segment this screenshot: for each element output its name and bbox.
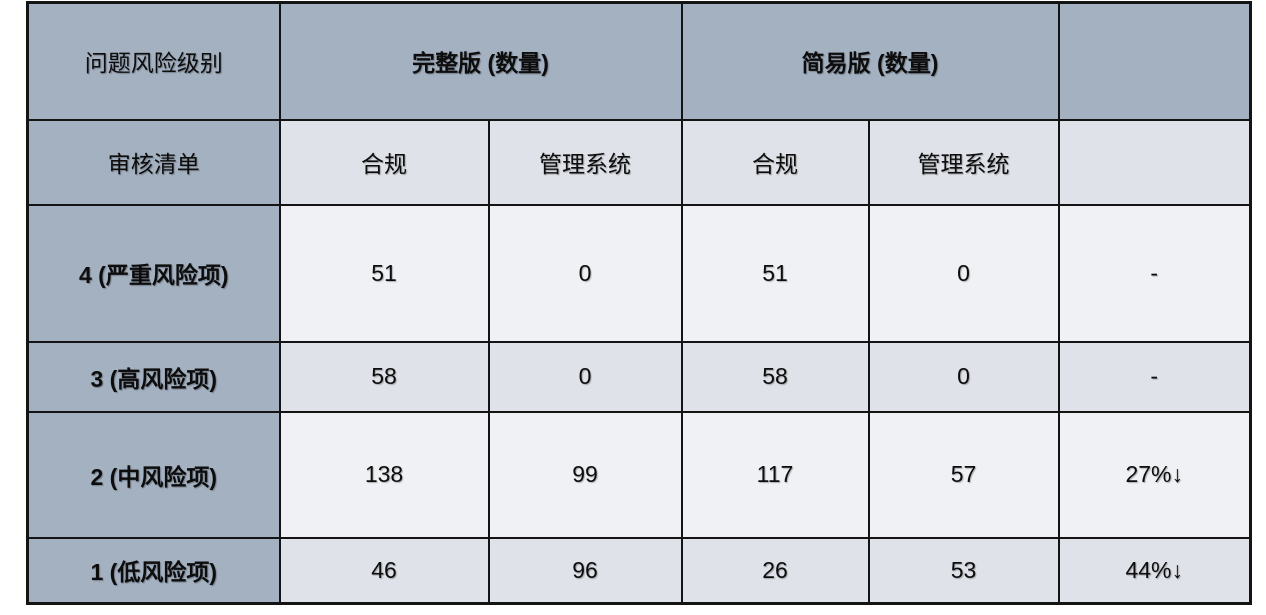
row-label-high-risk: 3 (高风险项) — [26, 340, 281, 413]
header-empty-cell — [1057, 1, 1252, 121]
header-full-version-group: 完整版 (数量) — [278, 1, 683, 121]
header-risk-level: 问题风险级别 — [26, 1, 281, 121]
value-cell: 46 — [278, 536, 490, 605]
table-row-subheaders: 审核清单 合规 管理系统 合规 管理系统 — [26, 118, 1252, 206]
header-simple-version-group: 简易版 (数量) — [680, 1, 1060, 121]
value-cell: 53 — [867, 536, 1060, 605]
subheader-full-management-system: 管理系统 — [487, 118, 683, 206]
subheader-simple-management-system: 管理系统 — [867, 118, 1060, 206]
value-cell: 26 — [680, 536, 870, 605]
table-row-severe-risk: 4 (严重风险项) 51 0 51 0 - — [26, 203, 1252, 343]
table-row-low-risk: 1 (低风险项) 46 96 26 53 44%↓ — [26, 536, 1252, 605]
value-cell: 57 — [867, 410, 1060, 539]
table-row-medium-risk: 2 (中风险项) 138 99 117 57 27%↓ — [26, 410, 1252, 539]
row-label-severe-risk: 4 (严重风险项) — [26, 203, 281, 343]
table-row-high-risk: 3 (高风险项) 58 0 58 0 - — [26, 340, 1252, 413]
value-cell: 0 — [487, 203, 683, 343]
risk-comparison-table: 问题风险级别 完整版 (数量) 简易版 (数量) 审核清单 合规 管理系统 合规… — [26, 1, 1252, 605]
change-cell: - — [1057, 203, 1252, 343]
value-cell: 96 — [487, 536, 683, 605]
subheader-full-compliance: 合规 — [278, 118, 490, 206]
subheader-audit-checklist: 审核清单 — [26, 118, 281, 206]
subheader-simple-compliance: 合规 — [680, 118, 870, 206]
change-cell: - — [1057, 340, 1252, 413]
value-cell: 0 — [867, 340, 1060, 413]
row-label-low-risk: 1 (低风险项) — [26, 536, 281, 605]
value-cell: 99 — [487, 410, 683, 539]
value-cell: 0 — [487, 340, 683, 413]
value-cell: 51 — [680, 203, 870, 343]
change-cell: 44%↓ — [1057, 536, 1252, 605]
value-cell: 138 — [278, 410, 490, 539]
value-cell: 0 — [867, 203, 1060, 343]
row-label-medium-risk: 2 (中风险项) — [26, 410, 281, 539]
value-cell: 58 — [680, 340, 870, 413]
value-cell: 117 — [680, 410, 870, 539]
value-cell: 51 — [278, 203, 490, 343]
table-row-header-groups: 问题风险级别 完整版 (数量) 简易版 (数量) — [26, 1, 1252, 121]
change-cell: 27%↓ — [1057, 410, 1252, 539]
value-cell: 58 — [278, 340, 490, 413]
subheader-empty-cell — [1057, 118, 1252, 206]
